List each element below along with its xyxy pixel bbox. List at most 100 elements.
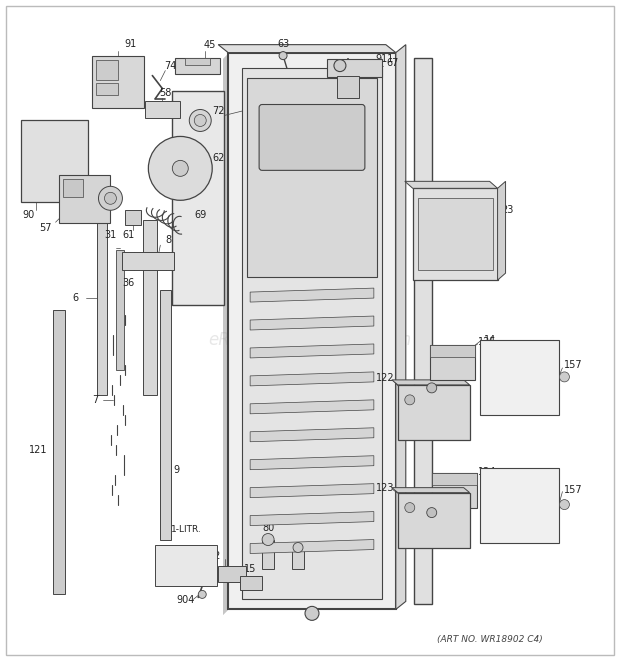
Text: (ART NO. WR18902 C4): (ART NO. WR18902 C4) [436, 635, 542, 644]
Bar [414, 58, 432, 604]
Text: 72: 72 [212, 106, 224, 116]
Bar [175, 58, 220, 73]
Bar [430, 345, 475, 380]
Bar [337, 75, 359, 98]
Text: 125: 125 [478, 337, 497, 347]
Text: 157: 157 [564, 360, 583, 370]
Polygon shape [250, 288, 374, 302]
Text: 67: 67 [387, 58, 399, 67]
Text: eReplacementParts.com: eReplacementParts.com [208, 331, 412, 349]
Text: 12: 12 [209, 551, 221, 561]
Text: 80: 80 [262, 523, 274, 533]
Bar [327, 59, 382, 77]
Bar [53, 310, 64, 594]
Bar [156, 545, 217, 586]
Circle shape [148, 136, 212, 200]
Text: 121: 121 [29, 445, 48, 455]
Polygon shape [392, 488, 469, 492]
Text: 11: 11 [314, 91, 326, 100]
Bar [247, 77, 377, 277]
Bar [430, 345, 475, 357]
Bar [218, 566, 246, 582]
Polygon shape [498, 181, 505, 280]
Text: 62: 62 [212, 153, 224, 163]
Bar [480, 340, 559, 415]
Circle shape [172, 161, 188, 176]
Polygon shape [250, 316, 374, 330]
FancyBboxPatch shape [259, 104, 365, 171]
Text: 156: 156 [412, 395, 430, 405]
Bar [480, 468, 559, 543]
Text: 58: 58 [159, 87, 172, 98]
Polygon shape [250, 372, 374, 386]
Bar [20, 120, 89, 202]
Polygon shape [250, 344, 374, 358]
Bar [172, 91, 224, 305]
Polygon shape [250, 484, 374, 498]
Polygon shape [396, 45, 405, 609]
Circle shape [334, 59, 346, 71]
Bar [262, 539, 274, 570]
Text: 63: 63 [277, 38, 289, 49]
Bar [185, 58, 210, 65]
Polygon shape [250, 428, 374, 442]
Text: 61: 61 [122, 230, 135, 240]
Polygon shape [218, 45, 396, 53]
Bar [292, 547, 304, 570]
Circle shape [262, 533, 274, 545]
Bar [97, 59, 118, 79]
Bar [242, 67, 382, 600]
Text: 91: 91 [124, 38, 136, 49]
Text: 157: 157 [564, 485, 583, 494]
Bar [413, 188, 498, 280]
Bar [432, 473, 477, 485]
Circle shape [99, 186, 122, 210]
Polygon shape [250, 400, 374, 414]
Bar [63, 179, 82, 197]
Bar [398, 385, 469, 440]
Text: 124: 124 [479, 467, 497, 477]
Text: 14: 14 [484, 335, 496, 345]
Bar [143, 220, 157, 395]
Text: 123: 123 [376, 483, 394, 492]
Bar [145, 100, 180, 118]
Circle shape [427, 508, 436, 518]
Bar [418, 198, 493, 270]
Text: 69: 69 [194, 210, 206, 220]
Text: 56: 56 [94, 214, 107, 223]
Bar [58, 175, 110, 223]
Polygon shape [250, 455, 374, 470]
Polygon shape [405, 181, 498, 188]
Text: 57: 57 [39, 223, 52, 233]
Bar [161, 290, 171, 539]
Text: 122: 122 [376, 373, 394, 383]
Text: 8: 8 [166, 235, 171, 245]
Circle shape [293, 543, 303, 553]
Polygon shape [392, 380, 469, 385]
Text: 9: 9 [173, 465, 179, 475]
Polygon shape [250, 539, 374, 553]
Text: 911: 911 [376, 54, 394, 63]
Circle shape [405, 502, 415, 512]
Circle shape [279, 52, 287, 59]
Circle shape [559, 372, 569, 382]
Bar [97, 83, 118, 95]
Text: 23: 23 [502, 206, 514, 215]
Circle shape [194, 114, 206, 126]
Circle shape [198, 590, 206, 598]
Bar [117, 250, 125, 370]
Text: 903: 903 [303, 543, 321, 553]
Bar [240, 576, 262, 590]
Circle shape [305, 606, 319, 621]
Circle shape [405, 395, 415, 405]
Text: 904: 904 [176, 596, 195, 605]
Bar [97, 220, 107, 395]
Bar [122, 253, 174, 270]
Bar [125, 210, 141, 225]
Text: 7: 7 [92, 395, 99, 405]
Text: 31: 31 [104, 230, 117, 240]
Bar [432, 473, 477, 508]
Text: 36: 36 [122, 278, 135, 288]
Text: 1-LITR.: 1-LITR. [171, 525, 202, 534]
Text: 45: 45 [204, 40, 216, 50]
